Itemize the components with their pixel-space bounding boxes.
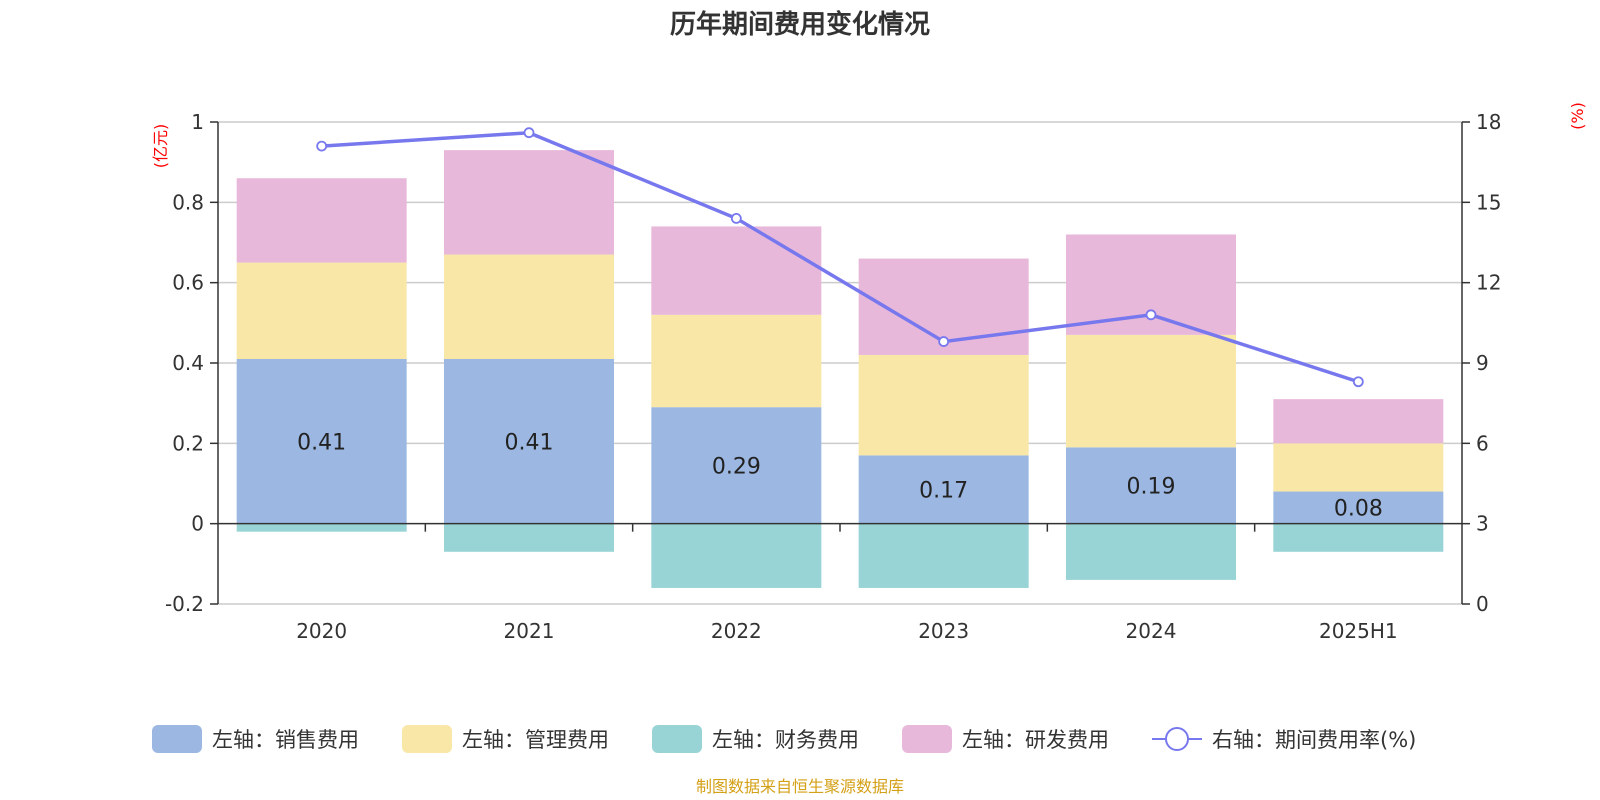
right-tick-label: 3 — [1476, 512, 1489, 536]
legend-label: 左轴：销售费用 — [212, 728, 359, 752]
legend-swatch — [652, 725, 702, 753]
x-tick-label: 2021 — [504, 619, 555, 643]
left-tick-label: 0.8 — [172, 190, 204, 214]
rate-point — [938, 336, 950, 347]
data-label: 0.29 — [712, 454, 761, 479]
bar-3-2022 — [651, 523, 822, 588]
rate-point — [1352, 376, 1364, 388]
bar-3-2025H1 — [1273, 523, 1444, 552]
bar-1-2023 — [858, 455, 1029, 524]
bar-4-2022 — [651, 226, 822, 315]
bar-2-2022 — [651, 314, 822, 408]
bar-1-2021 — [444, 358, 614, 524]
x-tick-label: 2023 — [918, 619, 969, 643]
bar-2-2025H1 — [1273, 443, 1444, 492]
data-label: 0.08 — [1334, 497, 1383, 522]
legend-circle-swatch — [1165, 727, 1189, 751]
right-tick-label: 15 — [1476, 190, 1501, 214]
rate-line — [316, 127, 1364, 388]
x-tick-label: 2024 — [1126, 619, 1177, 643]
left-tick-label: -0.2 — [165, 592, 204, 616]
bar-2-2021 — [444, 254, 614, 359]
left-tick-label: 1 — [191, 110, 204, 134]
data-label: 0.41 — [505, 430, 554, 455]
data-label: 0.41 — [297, 430, 346, 455]
legend-label: 左轴：研发费用 — [962, 728, 1109, 752]
bar-3-2021 — [444, 523, 614, 552]
right-tick-label: 9 — [1476, 351, 1489, 375]
legend-swatch — [152, 725, 202, 753]
data-label: 0.17 — [919, 479, 968, 504]
x-tick-label: 2022 — [711, 619, 762, 643]
right-tick-label: 12 — [1476, 271, 1501, 295]
data-labels: 0.41 0.41 0.29 0.17 0.19 0.08 — [297, 430, 1383, 521]
right-axis-unit: (%) — [1568, 102, 1587, 130]
rate-point — [316, 140, 328, 152]
rate-point — [523, 127, 535, 139]
bar-1-2025H1 — [1273, 491, 1444, 524]
left-axis-unit: (亿元) — [151, 124, 170, 169]
legend: 左轴：销售费用 左轴：管理费用 左轴：财务费用 左轴：研发费用 右轴：期间费用率(%) — [152, 725, 1416, 753]
right-tick-label: 18 — [1476, 110, 1501, 134]
bar-3-2024 — [1066, 523, 1236, 580]
rate-point — [730, 212, 742, 224]
bar-4-2020 — [236, 178, 407, 263]
bar-2-2023 — [858, 354, 1029, 456]
bar-2-2020 — [236, 262, 407, 359]
rate-point — [1145, 309, 1157, 321]
bar-4-2021 — [444, 150, 614, 255]
bar-4-2025H1 — [1273, 399, 1444, 444]
bar-3-2020 — [236, 523, 407, 532]
left-tick-label: 0 — [191, 512, 204, 536]
left-tick-label: 0.6 — [172, 271, 204, 295]
bar-1-2024 — [1066, 447, 1236, 524]
left-tick-label: 0.2 — [172, 431, 204, 455]
bar-1-2022 — [651, 407, 822, 524]
legend-label: 左轴：财务费用 — [712, 728, 859, 752]
legend-swatch — [902, 725, 952, 753]
right-tick-label: 6 — [1476, 431, 1489, 455]
legend-swatch — [402, 725, 452, 753]
grid-lines — [218, 121, 1462, 605]
bar-2-2024 — [1066, 334, 1236, 448]
data-label: 0.19 — [1127, 475, 1176, 500]
axes: -0.2 0 0.2 0.4 0.6 0.8 1 0 3 6 9 12 15 18 2020 2021 2022… — [165, 110, 1501, 643]
bars — [236, 150, 1444, 588]
bar-1-2020 — [236, 358, 407, 524]
rate-line-path — [321, 130, 1359, 384]
legend-label: 右轴：期间费用率(%) — [1212, 728, 1416, 752]
legend-label: 左轴：管理费用 — [462, 728, 609, 752]
source-note: 制图数据来自恒生聚源数据库 — [696, 777, 904, 796]
x-tick-label: 2020 — [296, 619, 347, 643]
right-tick-label: 0 — [1476, 592, 1489, 616]
bar-3-2023 — [858, 523, 1029, 588]
x-tick-label: 2025H1 — [1319, 619, 1398, 643]
left-tick-label: 0.4 — [172, 351, 204, 375]
chart-title: 历年期间费用变化情况 — [670, 9, 930, 40]
